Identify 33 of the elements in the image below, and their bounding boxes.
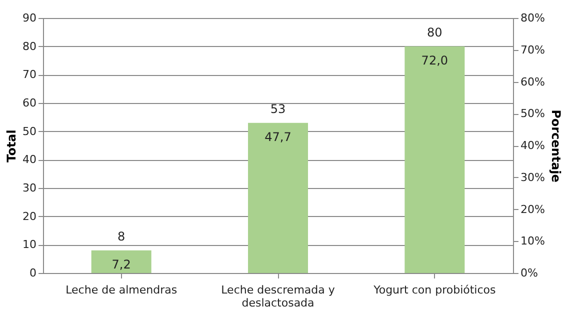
y-tick-label: 80: [22, 40, 36, 53]
y-tick-label: 90: [22, 12, 36, 24]
y2-axis-title: Porcentaje: [548, 110, 563, 182]
x-tick-label: Leche descremada y deslactosada: [221, 284, 336, 310]
y2-tick-label: 40%: [520, 139, 545, 152]
y2-tick-label: 20%: [520, 202, 545, 216]
y-tick-label: 0: [30, 266, 36, 280]
x-tick-label: Yogurt con probióticos: [372, 284, 496, 296]
y-tick-label: 60: [22, 96, 36, 110]
data-label: 8: [118, 229, 126, 244]
y2-tick-label: 10%: [520, 234, 545, 248]
data-label: 53: [270, 102, 286, 116]
bar: [91, 250, 152, 273]
annotation: 7,2: [112, 257, 131, 272]
bar: [404, 46, 465, 273]
y-tick-label: 70: [22, 68, 36, 82]
bar: [248, 122, 308, 273]
y2-tick-label: 0%: [520, 266, 538, 280]
annotation: 47,7: [264, 130, 292, 144]
y-axis-title: Total: [4, 130, 19, 162]
y-tick-label: 10: [22, 238, 36, 252]
y2-tick-label: 80%: [520, 12, 545, 24]
y2-tick-label: 70%: [520, 43, 545, 56]
y-tick-label: 20: [22, 210, 36, 223]
y2-tick-label: 60%: [520, 75, 545, 88]
data-label: 80: [427, 25, 442, 40]
y-tick-label: 40: [22, 153, 36, 166]
y2-tick-label: 30%: [520, 170, 545, 184]
y2-tick-label: 50%: [520, 107, 545, 120]
x-tick-label: Leche de almendras: [66, 284, 178, 296]
y-tick-label: 50: [22, 124, 36, 138]
annotation: 72,0: [421, 53, 448, 68]
y-tick-label: 30: [22, 182, 36, 194]
